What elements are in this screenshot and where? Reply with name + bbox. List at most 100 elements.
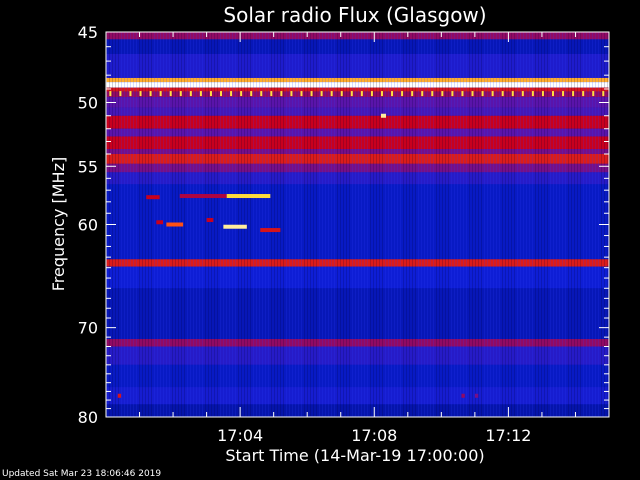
marker-dot bbox=[189, 91, 192, 97]
burst-0 bbox=[146, 195, 160, 200]
y-tick-label: 70 bbox=[78, 319, 98, 338]
marker-dot bbox=[360, 91, 363, 97]
frequency-band-1 bbox=[106, 39, 609, 54]
frequency-band-7 bbox=[106, 97, 609, 108]
x-tick-label: 17:08 bbox=[351, 426, 397, 445]
burst-6 bbox=[223, 224, 247, 229]
marker-dot bbox=[109, 91, 112, 97]
marker-dot bbox=[330, 91, 333, 97]
frequency-band-12 bbox=[106, 149, 609, 154]
frequency-band-2 bbox=[106, 53, 609, 78]
marker-dot bbox=[139, 91, 142, 97]
marker-dot bbox=[401, 91, 404, 97]
marker-dot bbox=[531, 91, 534, 97]
marker-dot bbox=[230, 91, 233, 97]
burst-11 bbox=[474, 393, 479, 398]
y-tick-label: 60 bbox=[78, 216, 98, 235]
marker-dot bbox=[421, 91, 424, 97]
frequency-band-23 bbox=[106, 387, 609, 405]
frequency-band-5 bbox=[106, 87, 609, 92]
frequency-band-4 bbox=[106, 82, 609, 88]
marker-dot bbox=[260, 91, 263, 97]
marker-dot bbox=[149, 91, 152, 97]
marker-dot bbox=[370, 91, 373, 97]
burst-5 bbox=[206, 218, 214, 223]
frequency-band-24 bbox=[106, 404, 609, 417]
frequency-band-20 bbox=[106, 339, 609, 347]
burst-1 bbox=[179, 194, 227, 199]
marker-dot bbox=[199, 91, 202, 97]
marker-dot bbox=[119, 91, 122, 97]
x-tick-label: 17:12 bbox=[485, 426, 531, 445]
frequency-band-6 bbox=[106, 91, 609, 98]
burst-8 bbox=[380, 113, 387, 118]
marker-dot bbox=[129, 91, 132, 97]
marker-row bbox=[109, 91, 605, 97]
marker-dot bbox=[290, 91, 293, 97]
marker-dot bbox=[340, 91, 343, 97]
frequency-band-14 bbox=[106, 163, 609, 173]
marker-dot bbox=[320, 91, 323, 97]
x-tick-label: 17:04 bbox=[217, 426, 263, 445]
marker-dot bbox=[270, 91, 273, 97]
marker-dot bbox=[179, 91, 182, 97]
marker-dot bbox=[300, 91, 303, 97]
marker-dot bbox=[491, 91, 494, 97]
marker-dot bbox=[451, 91, 454, 97]
frequency-band-0 bbox=[106, 32, 609, 40]
marker-dot bbox=[441, 91, 444, 97]
marker-dot bbox=[411, 91, 414, 97]
marker-dot bbox=[551, 91, 554, 97]
burst-10 bbox=[461, 393, 465, 398]
frequency-band-11 bbox=[106, 136, 609, 150]
frequency-band-22 bbox=[106, 364, 609, 388]
marker-dot bbox=[280, 91, 283, 97]
marker-dot bbox=[602, 91, 605, 97]
marker-dot bbox=[582, 91, 585, 97]
marker-dot bbox=[220, 91, 223, 97]
marker-dot bbox=[501, 91, 504, 97]
frequency-band-9 bbox=[106, 115, 609, 129]
marker-dot bbox=[461, 91, 464, 97]
frequency-band-13 bbox=[106, 153, 609, 164]
marker-dot bbox=[471, 91, 474, 97]
frequency-band-3 bbox=[106, 77, 609, 83]
burst-4 bbox=[166, 222, 184, 227]
marker-dot bbox=[209, 91, 212, 97]
marker-dot bbox=[310, 91, 313, 97]
frequency-band-8 bbox=[106, 107, 609, 116]
updated-timestamp: Updated Sat Mar 23 18:06:46 2019 bbox=[2, 469, 162, 479]
marker-dot bbox=[169, 91, 172, 97]
burst-2 bbox=[226, 194, 271, 199]
marker-dot bbox=[511, 91, 514, 97]
chart-title: Solar radio Flux (Glasgow) bbox=[223, 3, 486, 27]
frequency-band-21 bbox=[106, 346, 609, 365]
marker-dot bbox=[240, 91, 243, 97]
frequency-band-15 bbox=[106, 172, 609, 185]
burst-3 bbox=[156, 220, 164, 225]
frequency-band-17 bbox=[106, 259, 609, 267]
y-axis-label: Frequency [MHz] bbox=[49, 157, 68, 291]
frequency-band-18 bbox=[106, 266, 609, 289]
marker-dot bbox=[572, 91, 575, 97]
marker-dot bbox=[562, 91, 565, 97]
marker-dot bbox=[431, 91, 434, 97]
frequency-band-10 bbox=[106, 128, 609, 137]
marker-dot bbox=[592, 91, 595, 97]
axes: 45 50 55 60 70 80 17:04 17:08 17:12 bbox=[78, 23, 610, 445]
marker-dot bbox=[391, 91, 394, 97]
frequency-band-19 bbox=[106, 288, 609, 340]
plot-area bbox=[106, 32, 609, 417]
marker-dot bbox=[159, 91, 162, 97]
burst-7 bbox=[260, 228, 281, 233]
marker-dot bbox=[250, 91, 253, 97]
x-axis-label: Start Time (14-Mar-19 17:00:00) bbox=[225, 446, 484, 465]
burst-9 bbox=[117, 393, 122, 398]
marker-dot bbox=[521, 91, 524, 97]
marker-dot bbox=[541, 91, 544, 97]
y-tick-label: 45 bbox=[78, 23, 98, 42]
y-tick-label: 50 bbox=[78, 94, 98, 113]
y-tick-label: 55 bbox=[78, 157, 98, 176]
y-tick-label: 80 bbox=[78, 408, 98, 427]
